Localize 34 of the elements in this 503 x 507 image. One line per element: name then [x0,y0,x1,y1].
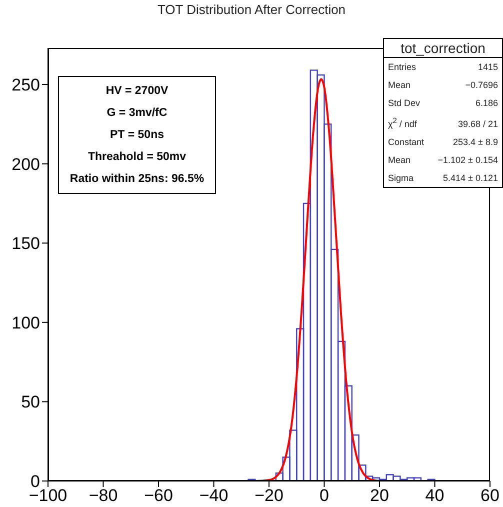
y-tick-label: 200 [12,154,40,174]
annotation: χ$^{2}$ / ndf [388,115,417,131]
x-tick-label: 60 [480,486,500,506]
y-tick-label: 100 [12,313,40,332]
annotation: 6.186 [475,97,498,110]
annotation: 5.414 ± 0.121 [443,172,498,185]
x-tick-label: 0 [320,486,329,506]
annotation: Mean [388,79,411,92]
x-tick-label: −20 [254,486,284,506]
x-tick-label: 20 [370,486,389,506]
annotation: Ratio within 25ns: 96.5% [68,172,206,187]
annotation: 39.68 / 21 [458,118,498,131]
annotation: −0.7696 [465,79,498,92]
annotation: Mean [388,154,411,167]
y-tick-label: 150 [12,234,40,254]
annotation: Std Dev [388,97,420,110]
annotation: tot_correction [384,39,502,58]
x-tick-label: −60 [144,486,173,506]
annotation: Constant [388,136,424,149]
annotation: 253.4 ± 8.9 [453,136,498,149]
annotation: PT = 50ns [108,128,165,143]
annotation: Sigma [388,172,414,185]
y-tick-label: 250 [12,76,40,95]
annotation: HV = 2700V [104,84,170,99]
annotation: Threahold = 50mv [86,150,188,165]
y-tick-label: 50 [21,392,40,412]
x-tick-label: −40 [199,486,228,506]
annotation: Entries [388,61,416,74]
x-tick-label: 40 [425,486,444,506]
annotation: 1415 [478,61,498,74]
chart-title: TOT Distribution After Correction [156,2,347,17]
annotation: G = 3mv/fC [106,106,168,121]
x-tick-label: −80 [88,486,118,506]
annotation: −1.102 ± 0.154 [438,154,498,167]
